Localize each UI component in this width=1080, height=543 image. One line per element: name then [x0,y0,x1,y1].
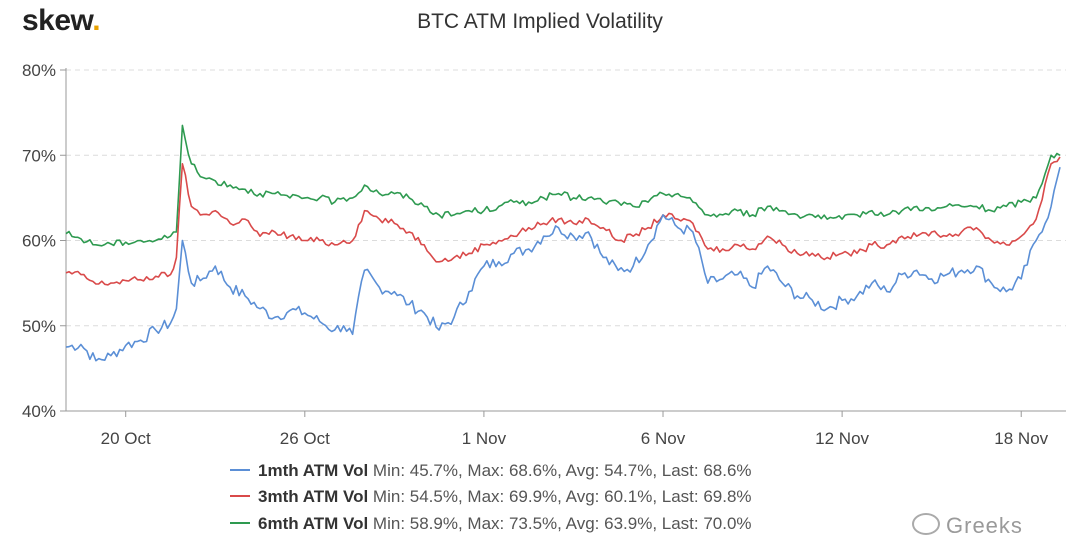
y-tick-label: 60% [22,232,56,251]
legend-swatch-3mth [230,494,250,497]
x-tick-label: 20 Oct [101,429,151,448]
legend-item-1mth[interactable]: 1mth ATM Vol Min: 45.7%, Max: 68.6%, Avg… [230,461,752,481]
x-tick-labels: 20 Oct 26 Oct 1 Nov 6 Nov 12 Nov 18 Nov [101,429,1049,448]
series-line-6mth [65,124,1061,247]
axes [60,68,1066,417]
grid-lines [66,69,1066,327]
legend-item-3mth[interactable]: 3mth ATM Vol Min: 54.5%, Max: 69.9%, Avg… [230,487,752,507]
greeks-watermark: Greeks [912,513,1023,539]
y-tick-label: 70% [22,146,56,165]
wechat-icon [912,513,940,536]
logo-dot: . [92,4,101,37]
legend-series-stats: Min: 45.7%, Max: 68.6%, Avg: 54.7%, Last… [372,461,752,480]
y-tick-label: 50% [22,317,56,336]
y-tick-labels: 40% 50% 60% 70% 80% [22,61,56,421]
legend-swatch-6mth [230,521,250,524]
x-tick-label: 6 Nov [641,429,686,448]
y-tick-label: 40% [22,402,56,421]
x-tick-label: 1 Nov [462,429,507,448]
legend-series-stats: Min: 54.5%, Max: 69.9%, Avg: 60.1%, Last… [372,487,752,506]
legend-series-stats: Min: 58.9%, Max: 73.5%, Avg: 63.9%, Last… [372,514,752,533]
skew-logo: skew. [22,4,101,38]
series-line-3mth [65,156,1061,286]
legend-item-6mth[interactable]: 6mth ATM Vol Min: 58.9%, Max: 73.5%, Avg… [230,514,752,534]
series-line-1mth [65,167,1061,362]
legend-series-name: 1mth ATM Vol [258,461,369,480]
logo-text: skew [22,4,93,37]
x-tick-label: 12 Nov [815,429,869,448]
y-tick-label: 80% [22,61,56,80]
watermark-text: Greeks [946,513,1023,538]
chart-title: BTC ATM Implied Volatility [417,10,663,33]
series-lines [65,124,1061,362]
x-tick-label: 18 Nov [994,429,1048,448]
x-tick-label: 26 Oct [280,429,330,448]
legend-series-name: 6mth ATM Vol [258,514,369,533]
legend-series-name: 3mth ATM Vol [258,487,369,506]
legend-swatch-1mth [230,468,250,471]
